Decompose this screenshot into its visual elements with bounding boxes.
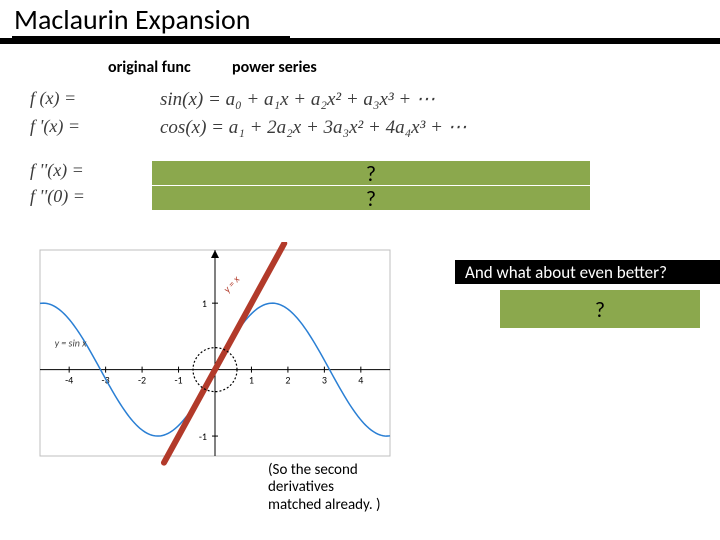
svg-text:1: 1 [249, 374, 254, 387]
qmark: ? [366, 160, 376, 187]
header-series: power series [232, 58, 317, 77]
svg-text:-1: -1 [174, 374, 182, 387]
svg-text:2: 2 [285, 374, 290, 387]
eqn-f: f (x) = [30, 88, 76, 109]
hidden-answer-1: ? [152, 161, 590, 185]
page-title: Maclaurin Expansion [14, 2, 250, 37]
svg-text:-4: -4 [65, 374, 73, 387]
qmark: ? [595, 296, 605, 323]
svg-text:3: 3 [322, 374, 327, 387]
eqn-fp: f '(x) = [30, 116, 80, 137]
title-bar-underline [0, 38, 720, 44]
qmark: ? [366, 185, 376, 212]
eqn-cos: cos(x) = a₁ + 2a₂x + 3a₃x² + 4a₄x³ + ⋯ [160, 116, 467, 139]
sine-chart: -4-3-2-11234-11y = sin xy = x [20, 242, 410, 472]
svg-text:y = sin x: y = sin x [55, 336, 88, 349]
title-rule [12, 36, 290, 38]
svg-text:4: 4 [358, 374, 363, 387]
eqn-sin: sin(x) = a₀ + a₁x + a₂x² + a₃x³ + ⋯ [160, 88, 435, 111]
better-prompt-text: And what about even better? [465, 262, 667, 283]
header-original: original func [108, 58, 191, 77]
hidden-answer-3: ? [500, 290, 700, 328]
footnote: (So the second derivatives matched alrea… [268, 462, 381, 514]
hidden-answer-2: ? [152, 186, 590, 210]
svg-text:1: 1 [202, 297, 207, 310]
svg-text:-2: -2 [138, 374, 146, 387]
svg-text:-1: -1 [199, 430, 207, 443]
better-prompt: And what about even better? [455, 260, 720, 284]
eqn-fpp: f ''(x) = [30, 160, 84, 181]
eqn-fpp0: f ''(0) = [30, 186, 85, 207]
